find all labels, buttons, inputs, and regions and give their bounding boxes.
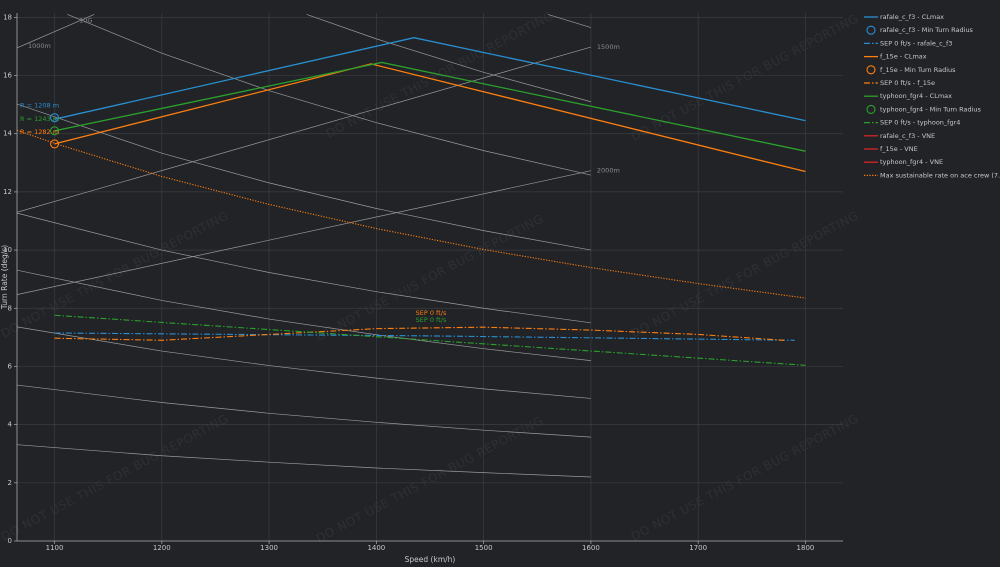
legend-label: typhoon_fgr4 - CLmax [880, 92, 952, 100]
plot-area [17, 14, 806, 478]
legend-label: typhoon_fgr4 - Min Turn Radius [880, 105, 982, 113]
reference-curve [17, 269, 591, 361]
reference-curve [17, 212, 591, 324]
y-tick-label: 6 [8, 362, 13, 370]
min-turn-radius-marker [49, 126, 60, 136]
x-tick-label: 1400 [367, 544, 385, 552]
x-tick-label: 1300 [260, 544, 278, 552]
reference-curve [17, 326, 591, 399]
legend-label: f_15e - VNE [880, 145, 918, 153]
y-axis-label: Turn Rate (deg/s) [0, 245, 9, 310]
legend-marker [866, 25, 876, 35]
legend-label: rafale_c_f3 - CLmax [880, 13, 944, 21]
y-tick-label: 10 [3, 246, 12, 254]
reference-curve [67, 14, 591, 176]
x-tick-label: 1100 [46, 544, 64, 552]
series-line [54, 314, 806, 366]
y-tick-label: 4 [8, 421, 13, 429]
watermark: DO NOT USE THIS FOR BUG REPORTING [0, 208, 231, 340]
reference-curve [17, 384, 591, 438]
reference-label: 1000m [28, 42, 51, 50]
series-line [54, 61, 806, 152]
reference-curve [17, 103, 591, 251]
min-turn-radius-marker [49, 139, 60, 149]
watermark: DO NOT USE THIS FOR BUG REPORTING [629, 11, 861, 143]
reference-curve [17, 444, 591, 478]
watermarks: DO NOT USE THIS FOR BUG REPORTING DO NOT … [0, 8, 861, 545]
y-tick-label: 16 [3, 72, 12, 80]
reference-curve [17, 170, 591, 295]
radius-label: R = 1282 m [20, 128, 59, 136]
series-line [54, 326, 785, 341]
grid [17, 13, 843, 542]
legend-label: f_15e - CLmax [880, 53, 927, 61]
x-tick-label: 1500 [475, 544, 493, 552]
legend-label: f_15e - Min Turn Radius [880, 66, 956, 74]
watermark: DO NOT USE THIS FOR BUG REPORTING [629, 411, 861, 543]
reference-curve [306, 14, 592, 103]
series-line [17, 129, 806, 299]
axes: 1100 1200 1300 1400 1500 1600 1700 1800 0 2 4 6 8 10 1… [3, 13, 843, 552]
sep-label: SEP 0 ft/s [416, 316, 447, 324]
reference-curve [17, 46, 592, 213]
x-tick-label: 1800 [797, 544, 815, 552]
reference-curve [547, 14, 592, 28]
y-tick-label: 0 [8, 537, 12, 545]
x-tick-label: 1200 [153, 544, 171, 552]
y-tick-label: 8 [8, 304, 12, 312]
y-tick-label: 12 [3, 188, 12, 196]
y-tick-label: 18 [3, 13, 12, 21]
sep-label: SEP 0 ft/s [416, 309, 447, 317]
reference-label: 2000m [597, 167, 620, 175]
legend-label: Max sustainable rate on ace crew (7.5G) [880, 171, 1000, 179]
reference-curve [17, 14, 95, 49]
legend-label: SEP 0 ft/s - rafale_c_f3 [880, 39, 952, 47]
legend-marker [866, 104, 876, 114]
legend-label: SEP 0 ft/s - typhoon_fgr4 [880, 119, 960, 127]
x-axis-label: Speed (km/h) [405, 555, 456, 564]
legend-label: typhoon_fgr4 - VNE [880, 158, 943, 166]
min-turn-radius-marker [49, 113, 60, 123]
series-line [54, 63, 806, 173]
legend-label: rafale_c_f3 - VNE [880, 132, 935, 140]
reference-label: 1500m [597, 43, 620, 51]
legend-label: SEP 0 ft/s - f_15e [880, 79, 935, 87]
radius-label: R = 1208 m [20, 102, 59, 110]
legend-marker [866, 65, 876, 75]
y-tick-label: 2 [8, 479, 12, 487]
x-tick-label: 1700 [689, 544, 707, 552]
radius-label: R = 1243 m [20, 115, 59, 123]
series-line [54, 332, 795, 341]
watermark: DO NOT USE THIS FOR BUG REPORTING [629, 208, 861, 340]
legend-label: rafale_c_f3 - Min Turn Radius [880, 26, 974, 34]
series-line [54, 37, 806, 122]
y-tick-label: 14 [3, 130, 12, 138]
x-tick-label: 1600 [582, 544, 600, 552]
reference-label: 10G [79, 16, 92, 24]
legend: rafale_c_f3 - CLmax rafale_c_f3 - Min Tur… [864, 13, 1000, 179]
watermark: DO NOT USE THIS FOR BUG REPORTING [314, 413, 546, 545]
watermark: DO NOT USE THIS FOR BUG REPORTING [0, 411, 231, 543]
